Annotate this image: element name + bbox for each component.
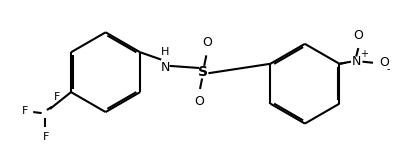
Text: F: F xyxy=(22,106,28,116)
Text: F: F xyxy=(43,132,49,142)
Text: O: O xyxy=(202,36,212,49)
Text: N: N xyxy=(352,55,361,68)
Text: O: O xyxy=(379,56,389,69)
Text: -: - xyxy=(387,64,390,74)
Text: H: H xyxy=(161,48,170,58)
Text: N: N xyxy=(161,61,170,74)
Text: S: S xyxy=(198,65,208,79)
Text: +: + xyxy=(360,49,368,59)
Text: F: F xyxy=(54,91,60,102)
Text: O: O xyxy=(353,29,363,42)
Text: O: O xyxy=(194,95,204,108)
